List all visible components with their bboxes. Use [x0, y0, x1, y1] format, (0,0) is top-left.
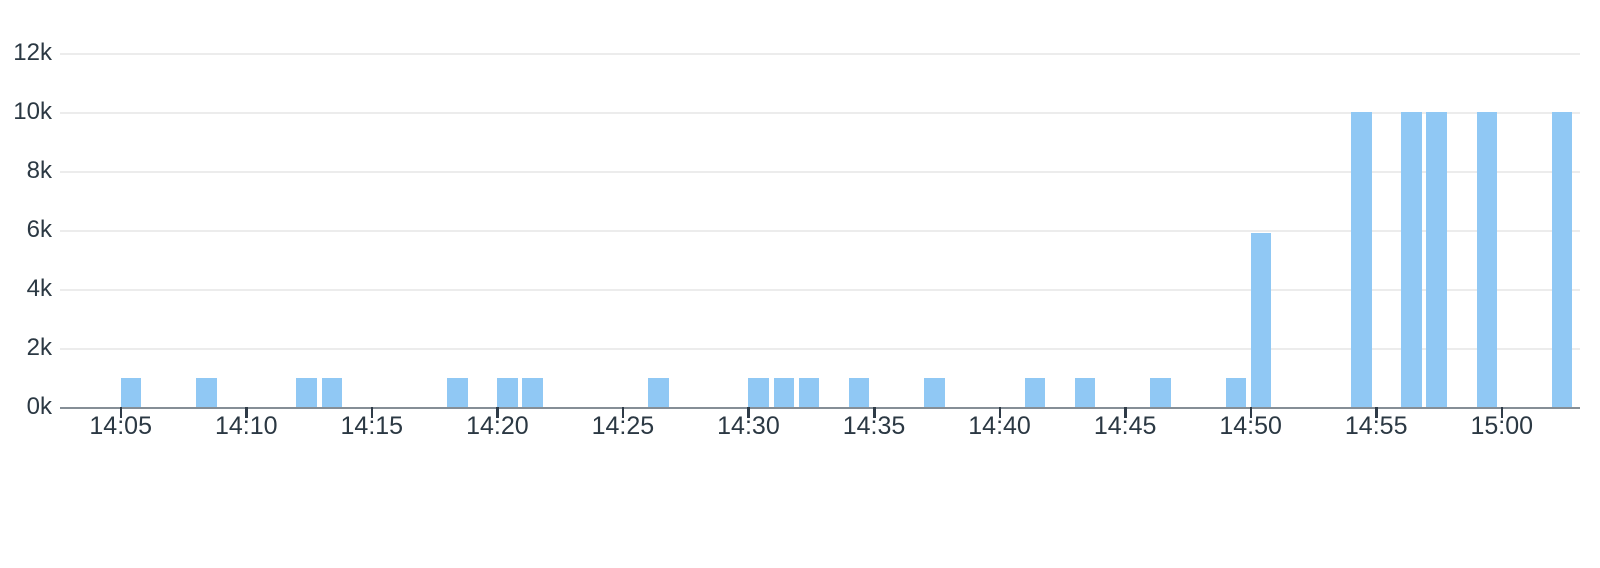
x-tick-mark: [245, 407, 248, 418]
y-tick-label: 0k: [26, 393, 52, 420]
x-tick-mark: [873, 407, 876, 418]
x-tick-label: 14:10: [214, 412, 278, 440]
x-tick-mark: [1375, 407, 1378, 418]
bar-14:56[interactable]: [1401, 112, 1422, 407]
y-tick-label: 10k: [13, 98, 52, 125]
x-tick-mark: [747, 407, 750, 418]
bar-14:32[interactable]: [798, 378, 820, 407]
bar-14:54[interactable]: [1351, 112, 1372, 407]
bar-14:08[interactable]: [196, 378, 217, 407]
x-tick-mark: [621, 407, 625, 418]
changes-bar-chart: 0k 2k 4k 6k 8k 10k 12k 14:05 14:10 14:15 14:20 14:2…: [13, 39, 1580, 440]
gridline-6k: [60, 230, 1580, 232]
y-tick-label: 6k: [26, 216, 52, 243]
x-tick-label: 14:50: [1219, 412, 1282, 440]
x-tick-mark: [998, 407, 1002, 418]
x-tick-label: 14:45: [1093, 412, 1157, 440]
bar-14:41[interactable]: [1024, 378, 1046, 407]
y-tick-label: 2k: [26, 334, 52, 361]
bar-14:13[interactable]: [321, 378, 343, 407]
x-tick-label: 14:05: [89, 412, 152, 440]
bar-14:31[interactable]: [773, 378, 795, 407]
gridline-4k: [60, 289, 1580, 291]
bar-14:21[interactable]: [522, 378, 543, 407]
x-tick-mark: [1500, 407, 1504, 418]
x-tick-label: 14:25: [591, 412, 655, 440]
x-tick-label: 14:30: [717, 412, 780, 440]
bar-14:37[interactable]: [924, 378, 945, 407]
plot-area[interactable]: [60, 53, 1580, 409]
bar-14:18[interactable]: [447, 378, 468, 407]
bar-14:34[interactable]: [848, 378, 870, 407]
x-tick-mark: [119, 407, 123, 418]
x-tick-label: 14:35: [842, 412, 906, 440]
bar-14:50[interactable]: [1250, 232, 1272, 407]
bar-14:12[interactable]: [296, 378, 317, 407]
bar-14:43[interactable]: [1074, 378, 1096, 407]
x-tick-label: 14:40: [968, 412, 1031, 440]
gridline-10k: [60, 112, 1580, 114]
bar-15:02[interactable]: [1551, 112, 1573, 407]
bar-14:26[interactable]: [648, 378, 669, 407]
x-tick-mark: [496, 407, 499, 418]
bar-14:49[interactable]: [1225, 378, 1247, 407]
gridline-8k: [60, 171, 1580, 173]
bar-14:57[interactable]: [1426, 112, 1447, 407]
x-tick-label: 15:00: [1470, 412, 1534, 440]
y-tick-label: 4k: [26, 275, 52, 302]
y-tick-label: 12k: [13, 39, 52, 66]
x-tick-mark: [370, 407, 374, 418]
x-tick-mark: [1249, 407, 1253, 418]
bar-14:20[interactable]: [497, 378, 518, 407]
bar-14:59[interactable]: [1476, 112, 1498, 407]
x-tick-label: 14:20: [466, 412, 529, 440]
legend-table: Tags Metric Avg Min Max Sum Value * Chan…: [0, 450, 1600, 568]
bar-14:05[interactable]: [120, 378, 142, 407]
gridline-2k: [60, 348, 1580, 350]
x-tick-label: 14:55: [1344, 412, 1408, 440]
gridline-12k: [60, 53, 1580, 55]
bar-14:46[interactable]: [1150, 378, 1171, 407]
x-tick-mark: [1124, 407, 1127, 418]
y-tick-label: 8k: [26, 157, 52, 184]
x-tick-label: 14:15: [340, 412, 404, 440]
bar-14:30[interactable]: [748, 378, 769, 407]
